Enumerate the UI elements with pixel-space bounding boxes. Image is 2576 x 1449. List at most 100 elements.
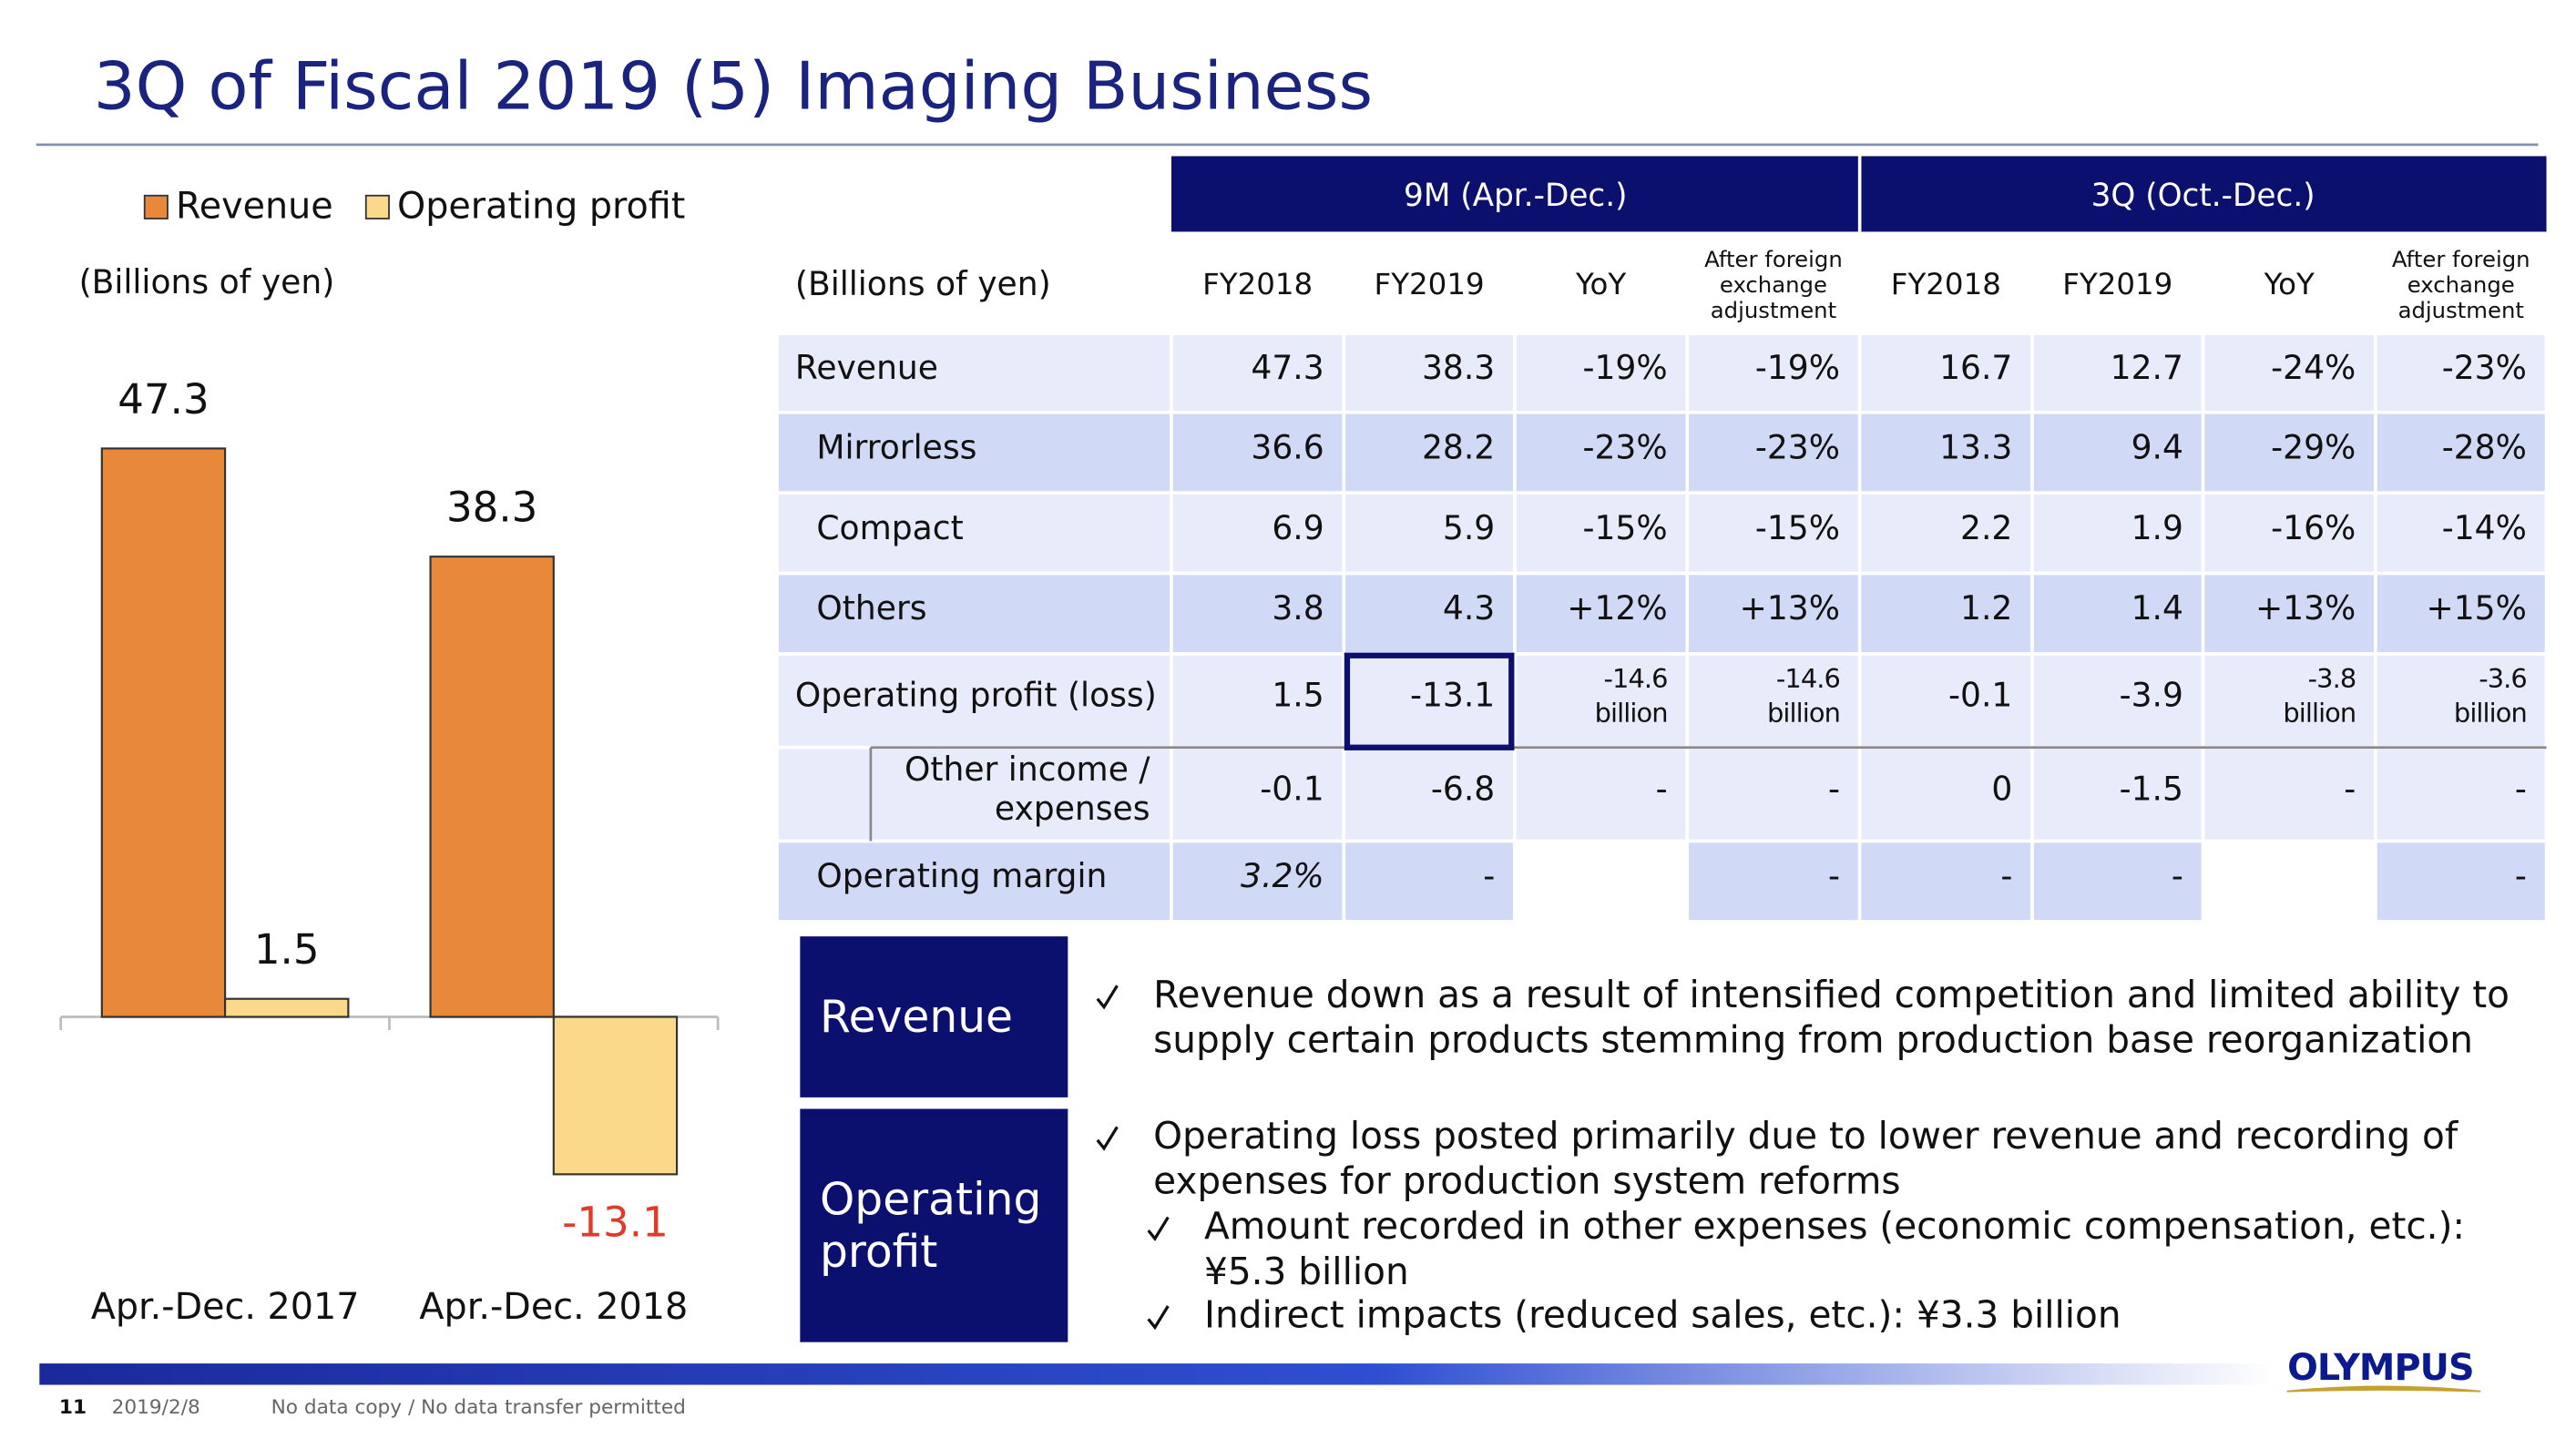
table-cell: [2030, 332, 2205, 414]
note-heading-box: [800, 936, 1068, 1097]
data-label: 47.3: [118, 375, 209, 423]
cell-value: -0.1: [1948, 677, 2012, 715]
x-tick-label: Apr.-Dec. 2017: [91, 1286, 360, 1328]
cell-value: -: [1828, 857, 1840, 895]
column-header: adjustment: [2398, 297, 2524, 323]
legend-label: Operating profit: [397, 186, 685, 228]
note-heading: Operating: [820, 1174, 1041, 1225]
table-cell: [1342, 839, 1517, 923]
cell-value: -19%: [1582, 349, 1667, 387]
cell-value: 47.3: [1251, 349, 1324, 387]
cell-value: -19%: [1755, 349, 1840, 387]
cell-value: +13%: [2255, 589, 2356, 628]
cell-value: 3.8: [1272, 589, 1324, 628]
table-cell: [1170, 411, 1346, 495]
table-cell: [2374, 652, 2549, 750]
cell-value: -: [1656, 770, 1668, 809]
slide-title: 3Q of Fiscal 2019 (5) Imaging Business: [94, 48, 1373, 125]
cell-value: 38.3: [1422, 349, 1495, 387]
data-label: 38.3: [446, 484, 537, 532]
logo-swoosh: [2286, 1385, 2481, 1393]
table-cell: [2374, 332, 2549, 414]
check-icon: [1096, 985, 1119, 1010]
cell-value: -: [2344, 770, 2356, 809]
table-cell: [1857, 745, 2034, 843]
table-cell: [2201, 411, 2377, 495]
cell-value: 13.3: [1939, 428, 2012, 466]
bullet-text: Amount recorded in other expenses (econo…: [1204, 1204, 2465, 1248]
legend-label: Revenue: [176, 186, 333, 228]
x-tick-label: Apr.-Dec. 2018: [419, 1286, 688, 1328]
row-label: Compact: [816, 509, 963, 547]
table-cell: [2374, 745, 2549, 843]
cell-value: 4.3: [1443, 589, 1495, 628]
cell-value: 1.4: [2131, 589, 2183, 628]
header-group: 3Q (Oct.-Dec.): [2091, 178, 2315, 214]
cell-value: 0: [1991, 770, 2012, 809]
bar: [552, 1015, 679, 1176]
table-cell: [2030, 571, 2205, 656]
highlight-box: [1344, 652, 1515, 750]
row-label: Other income /: [905, 750, 1150, 789]
cell-value: -3.9: [2120, 677, 2183, 715]
table-cell: [1685, 839, 1862, 923]
column-header: exchange: [1720, 271, 1827, 298]
cell-value: -16%: [2271, 509, 2356, 547]
table-cell: [1857, 411, 2034, 495]
bullet-text: Operating loss posted primarily due to l…: [1153, 1114, 2459, 1158]
table-cell: [2201, 745, 2377, 843]
legend-swatch: [364, 194, 390, 219]
table-cell: [2374, 839, 2549, 923]
row-label: Operating profit (loss): [795, 677, 1157, 715]
column-header: adjustment: [1711, 297, 1836, 323]
cell-value: -14%: [2442, 509, 2527, 547]
cell-value: -: [2515, 770, 2527, 809]
bar: [224, 997, 350, 1018]
table-cell: [2374, 411, 2549, 495]
data-label: -13.1: [562, 1198, 669, 1246]
cell-value: billion: [2454, 698, 2527, 729]
table-cell: [2374, 491, 2549, 576]
cell-value: 1.5: [1272, 677, 1324, 715]
cell-value: -1.5: [2120, 770, 2183, 809]
column-header: After foreign: [1704, 246, 1843, 272]
cell-value: 16.7: [1939, 349, 2012, 387]
legend-swatch: [143, 194, 169, 219]
column-header: exchange: [2407, 271, 2515, 298]
row-label: Others: [816, 589, 926, 628]
table-cell: [1685, 745, 1862, 843]
table-cell: [2030, 411, 2205, 495]
chart-unit: (Billions of yen): [79, 263, 335, 301]
cell-value: -14.6: [1604, 663, 1668, 694]
row-label: expenses: [995, 790, 1150, 828]
cell-value: -24%: [2271, 349, 2356, 387]
cell-value: billion: [1595, 698, 1668, 729]
table-cell: [1513, 491, 1690, 576]
cell-value: -15%: [1755, 509, 1840, 547]
table-cell: [1857, 571, 2034, 656]
cell-value: -14.6: [1776, 663, 1840, 694]
check-icon: [1147, 1216, 1170, 1241]
cell-value: billion: [2283, 698, 2356, 729]
cell-value: 3.2%: [1241, 857, 1324, 895]
page-number: 11: [59, 1396, 87, 1419]
row-label: Revenue: [795, 349, 938, 387]
column-header: FY2018: [1202, 267, 1313, 301]
bullet-text: Indirect impacts (reduced sales, etc.): …: [1204, 1293, 2121, 1337]
table-cell: [2030, 491, 2205, 576]
cell-value: 12.7: [2111, 349, 2183, 387]
cell-value: -28%: [2442, 428, 2527, 466]
cell-value: -: [2515, 857, 2527, 895]
row-label-cell: [775, 745, 1173, 843]
cell-value: -13.1: [1410, 677, 1495, 715]
table-cell: [2201, 491, 2377, 576]
cell-value: 28.2: [1422, 428, 1495, 466]
cell-value: -23%: [1582, 428, 1667, 466]
cell-value: -6.8: [1431, 770, 1495, 809]
cell-value: +13%: [1740, 589, 1840, 628]
bar: [429, 556, 555, 1018]
cell-value: 5.9: [1443, 509, 1495, 547]
check-icon: [1147, 1305, 1170, 1331]
